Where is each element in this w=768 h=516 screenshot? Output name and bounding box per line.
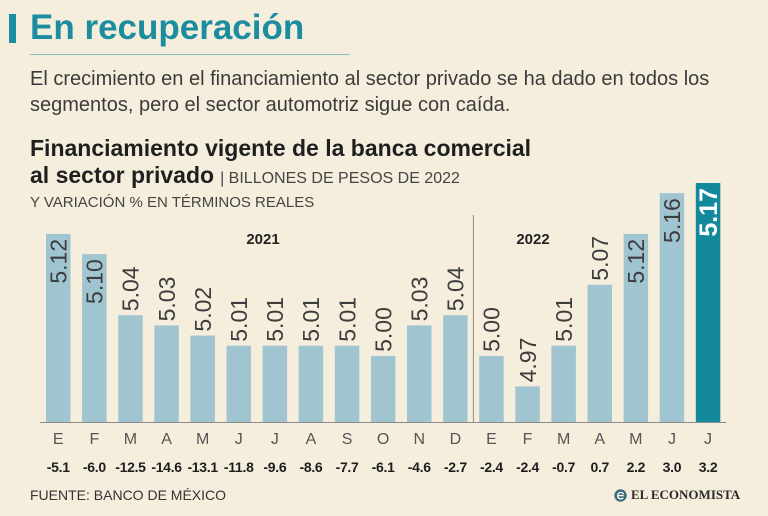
bar-value-label-2021-10: 5.00 [370,307,396,352]
bar-value-label-2022-04: 5.07 [587,236,613,281]
title-underline [30,54,350,55]
bar-2021-11 [407,325,432,422]
variation-label-2021-01: -5.1 [47,459,70,475]
bar-value-label-2021-07: 5.01 [262,297,288,342]
bar-value-label-2022-03: 5.01 [551,297,577,342]
bar-chart: 2021 2022 5.12 E -5.1 5.10 F -6.0 5.04 M -12.5 5.03… [40,183,726,475]
month-label-2022-06: J [668,431,676,448]
month-label-2022-03: M [557,431,570,448]
month-label-2021-11: N [413,431,425,448]
month-label-2021-04: A [161,431,172,448]
bar-2021-10 [370,355,396,422]
variation-label-2021-03: -12.5 [115,459,146,475]
bar-2021-01 [46,233,71,422]
brand-logo: EL ECONOMISTA [614,486,740,504]
bar-2021-08 [298,345,324,422]
variation-label-2021-11: -4.6 [408,459,431,475]
month-label-2022-01: E [486,431,497,448]
brand-name: EL ECONOMISTA [631,487,741,502]
bar-2022-05 [623,233,649,422]
bar-2022-07 [695,183,721,422]
bar-value-label-2022-01: 5.00 [479,307,505,352]
variation-label-2022-06: 3.0 [663,459,682,475]
bar-2021-03 [118,315,143,422]
bar-value-label-2021-11: 5.03 [407,277,433,322]
subtitle: El crecimiento en el financiamiento al s… [30,68,710,116]
bar-value-label-2022-06: 5.16 [659,198,685,243]
bar-value-label-2021-06: 5.01 [226,297,252,342]
bar-value-label-2021-01: 5.12 [46,239,72,284]
month-label-2021-06: J [235,431,243,448]
month-label-2022-04: A [594,431,605,448]
bar-value-label-2022-05: 5.12 [623,239,649,284]
month-label-2021-07: J [271,431,279,448]
bar-value-label-2021-05: 5.02 [190,287,216,332]
chart-subunit: Y VARIACIÓN % EN TÉRMINOS REALES [30,194,315,211]
month-label-2022-07: J [704,431,712,448]
bar-2022-06 [659,193,685,422]
month-label-2021-10: O [377,431,389,448]
chart-title-line-2: al sector privado | BILLONES DE PESOS DE … [30,162,531,192]
month-label-2021-02: F [89,431,99,448]
variation-label-2021-08: -8.6 [299,459,322,475]
bar-value-label-2022-02: 4.97 [515,338,541,383]
variation-label-2021-04: -14.6 [151,459,182,475]
bar-value-label-2021-09: 5.01 [334,297,360,342]
chart-unit: | BILLONES DE PESOS DE 2022 [220,170,460,187]
bar-value-label-2022-07: 5.17 [695,188,723,237]
year-label-2022: 2022 [516,231,549,248]
month-label-2022-05: M [629,431,642,448]
month-label-2021-12: D [450,431,462,448]
bar-2021-04 [154,325,179,422]
bar-2022-01 [479,355,504,422]
page-title: En recuperación [30,8,305,47]
source-note: FUENTE: BANCO DE MÉXICO [30,487,227,503]
month-label-2022-02: F [523,431,533,448]
variation-label-2021-07: -9.6 [263,459,286,475]
variation-label-2021-06: -11.8 [224,459,254,475]
variation-label-2022-01: -2.4 [480,459,503,475]
variation-label-2022-02: -2.4 [516,459,539,475]
chart-title-subject: al sector privado [30,162,215,188]
variation-label-2021-09: -7.7 [336,459,359,475]
variation-label-2021-10: -6.1 [372,459,395,475]
bar-2021-09 [334,345,360,422]
month-label-2021-03: M [124,431,137,448]
bar-value-label-2021-03: 5.04 [118,266,144,311]
bar-value-label-2021-02: 5.10 [82,259,108,304]
chart-title: Financiamiento vigente de la banca comer… [30,135,531,192]
bar-2021-06 [226,345,251,422]
month-label-2021-09: S [342,431,353,448]
bar-value-label-2021-04: 5.03 [154,277,180,322]
variation-label-2022-04: 0.7 [590,459,609,475]
month-label-2021-05: M [196,431,209,448]
month-label-2021-01: E [53,431,64,448]
bar-2022-03 [551,345,576,422]
variation-label-2022-05: 2.2 [627,459,646,475]
bar-2022-04 [587,284,612,422]
chart-title-line-1: Financiamiento vigente de la banca comer… [30,135,532,161]
title-accent-bar [9,14,16,43]
bar-2021-05 [190,335,215,422]
variation-label-2022-07: 3.2 [699,459,718,475]
variation-label-2021-12: -2.7 [444,459,467,475]
variation-label-2022-03: -0.7 [552,459,575,475]
variation-label-2021-02: -6.0 [83,459,106,475]
bar-2021-12 [443,315,468,422]
bar-2022-02 [515,386,540,422]
bar-2021-07 [262,345,288,422]
el-economista-logo-icon [614,488,627,502]
bar-2021-02 [82,254,107,422]
bar-value-label-2021-12: 5.04 [443,266,469,311]
year-label-2021: 2021 [246,231,279,248]
month-label-2021-08: A [306,431,317,448]
bar-value-label-2021-08: 5.01 [298,297,324,342]
variation-label-2021-05: -13.1 [187,459,218,475]
